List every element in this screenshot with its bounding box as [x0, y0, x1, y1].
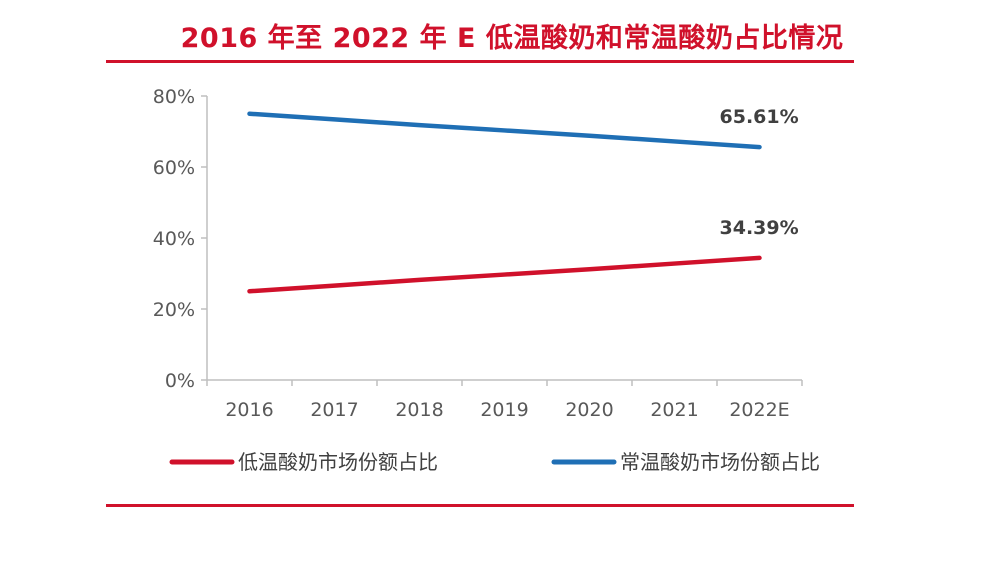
y-axis-ticks: 0% 20% 40% 60% 80% — [153, 86, 207, 392]
y-tick-label: 40% — [153, 228, 195, 250]
data-labels: 34.39% 65.61% — [720, 106, 799, 239]
y-tick-label: 80% — [153, 86, 195, 108]
x-tick-label: 2019 — [480, 399, 528, 421]
x-tick-label: 2020 — [565, 399, 613, 421]
x-axis-ticks: 2016 2017 2018 2019 2020 2021 2022E — [206, 380, 803, 421]
x-tick-label: 2016 — [225, 399, 273, 421]
series-line-2 — [247, 111, 762, 150]
y-tick-label: 20% — [153, 299, 195, 321]
y-tick-label: 60% — [153, 157, 195, 179]
legend-label-2: 常温酸奶市场份额占比 — [620, 450, 820, 474]
x-tick-label: 2017 — [310, 399, 358, 421]
bottom-divider — [106, 504, 854, 507]
chart-title: 2016 年至 2022 年 E 低温酸奶和常温酸奶占比情况 — [180, 23, 844, 54]
end-value-label: 34.39% — [720, 217, 799, 239]
end-value-label: 65.61% — [720, 106, 799, 128]
top-divider — [106, 60, 854, 63]
x-tick-label: 2021 — [650, 399, 698, 421]
axes — [206, 96, 802, 381]
legend: 低温酸奶市场份额占比 常温酸奶市场份额占比 — [169, 450, 820, 474]
series-lines — [247, 111, 762, 294]
x-tick-label: 2018 — [395, 399, 443, 421]
legend-label-1: 低温酸奶市场份额占比 — [238, 450, 438, 474]
x-tick-label: 2022E — [729, 399, 789, 421]
y-tick-label: 0% — [165, 370, 195, 392]
series-line-1 — [247, 255, 762, 294]
